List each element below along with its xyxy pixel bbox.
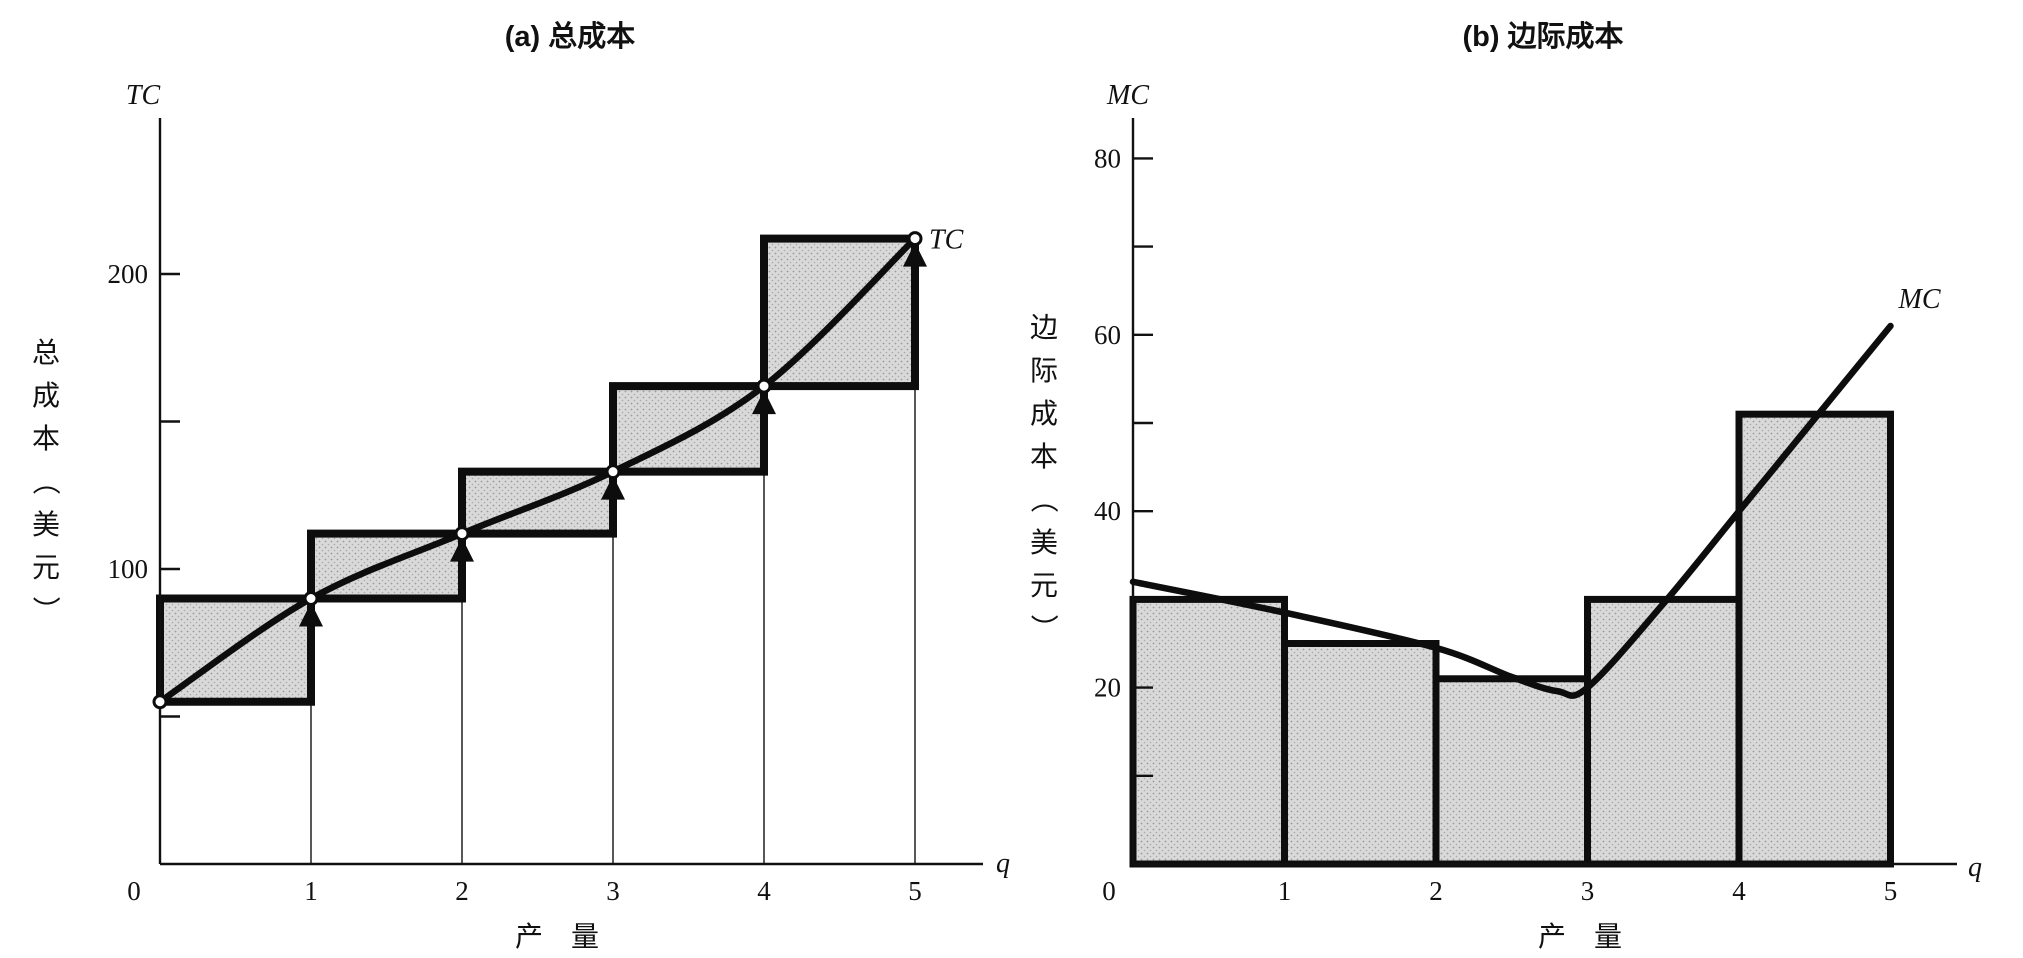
tc-point [907, 231, 923, 247]
y-axis-label-char: 成 [1030, 397, 1058, 430]
y-axis-label-char: 总 [32, 336, 60, 369]
mc-curve-label: MC [1898, 284, 1941, 315]
panel-a-title: (a) 总成本 [505, 20, 636, 53]
y-axis-label-char: ） [29, 596, 62, 624]
mc-bar [1735, 410, 1894, 868]
x-tick-label: 0 [127, 876, 141, 906]
y-tick-label: 20 [1094, 673, 1121, 703]
mc-bar [1584, 595, 1743, 868]
y-axis-label-char: 美 [32, 508, 60, 541]
y-axis-label-char: 元 [32, 551, 60, 584]
panel-a-x-axis-label: 产 量 [515, 920, 599, 953]
panel-b-y-axis-name: MC [1106, 80, 1149, 111]
tc-curve-label: TC [929, 225, 964, 256]
tc-point [605, 464, 621, 480]
step-arrow-head [299, 602, 323, 627]
mc-bar [1281, 640, 1440, 868]
x-tick-label: 1 [304, 876, 318, 906]
x-tick-label: 5 [1884, 876, 1898, 906]
panel-a-total-cost: (a) 总成本 TC q 产 量 总成本 （ 美元 ） 0 1 2 3 4 5 100 200 TC [29, 20, 1010, 953]
panel-a-y-axis-name: TC [126, 80, 161, 111]
mc-curve [1129, 322, 1894, 699]
x-tick-label: 2 [455, 876, 469, 906]
tc-point [303, 591, 319, 606]
x-tick-label: 3 [606, 876, 620, 906]
panel-b-y-axis-label: 边际成本 （ 美元 ） [1027, 311, 1060, 642]
tc-curve [156, 235, 919, 706]
x-tick-label: 4 [757, 876, 771, 906]
y-axis-label-char: 成 [32, 379, 60, 412]
panel-a-y-axis-label: 总成本 （ 美元 ） [29, 336, 62, 624]
tc-point [454, 526, 470, 542]
step-arrow-head [752, 390, 776, 415]
mc-bar [1129, 595, 1288, 868]
y-axis-label-char: 际 [1030, 354, 1058, 387]
y-axis-label-char: 本 [1030, 440, 1058, 473]
y-axis-label-char: （ [1027, 485, 1060, 513]
step-arrow-head [450, 537, 474, 562]
step-arrow-head [601, 475, 625, 500]
y-tick-label: 100 [108, 554, 149, 584]
x-tick-label: 5 [908, 876, 922, 906]
y-axis-label-char: 边 [1030, 311, 1058, 344]
y-tick-label: 80 [1094, 143, 1121, 173]
panel-b-x-axis-name: q [1968, 852, 1982, 883]
x-tick-label: 0 [1102, 876, 1116, 906]
tc-point [756, 378, 772, 394]
step-arrow-head [903, 242, 927, 267]
y-axis-label-char: （ [29, 467, 62, 495]
mc-bar [1432, 675, 1591, 868]
panel-b-x-axis-label: 产 量 [1538, 920, 1622, 953]
panel-b-title: (b) 边际成本 [1462, 20, 1623, 53]
y-tick-label: 200 [108, 259, 149, 289]
y-axis-label-char: 元 [1030, 569, 1058, 602]
y-axis-label-char: ） [1027, 614, 1060, 642]
x-tick-label: 1 [1278, 876, 1292, 906]
y-tick-label: 40 [1094, 496, 1121, 526]
tc-point [152, 694, 168, 710]
y-tick-label: 60 [1094, 320, 1121, 350]
y-axis-label-char: 美 [1030, 526, 1058, 559]
y-axis-label-char: 本 [32, 422, 60, 455]
panel-b-marginal-cost: (b) 边际成本 MC q 产 量 边际成本 （ 美元 ） 0 1 2 3 4 5 20 40 60 8… [1027, 20, 1982, 953]
panel-a-x-axis-name: q [996, 848, 1010, 879]
x-tick-label: 3 [1581, 876, 1595, 906]
x-tick-label: 4 [1732, 876, 1746, 906]
x-tick-label: 2 [1429, 876, 1443, 906]
